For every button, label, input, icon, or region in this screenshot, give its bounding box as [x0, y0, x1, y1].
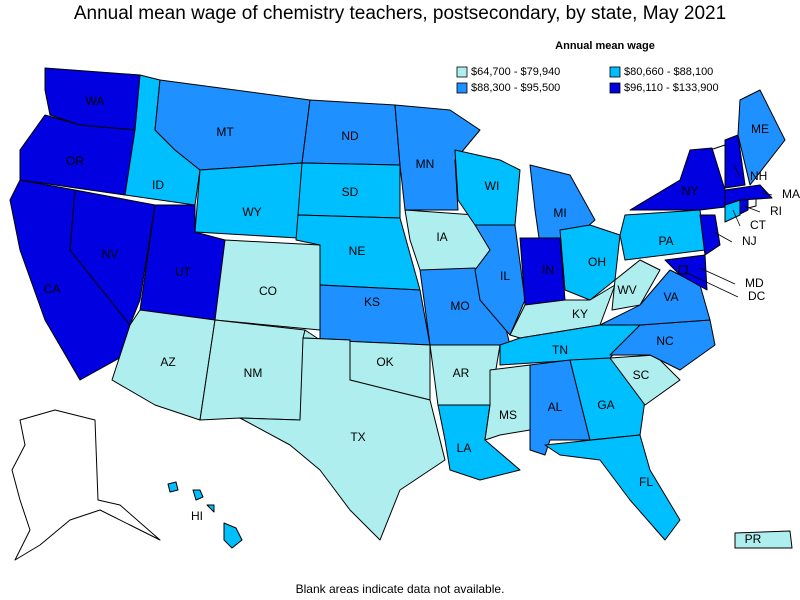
state-label: HI — [191, 509, 203, 523]
legend: $64,700 - $79,940 $80,660 - $88,100 $88,30… — [456, 66, 719, 94]
state — [699, 214, 721, 256]
state-label: NV — [102, 247, 119, 261]
state — [167, 481, 243, 549]
state-label: OK — [376, 355, 393, 369]
state-label: ND — [341, 129, 359, 143]
state-label: WV — [617, 283, 636, 297]
state-label: CT — [750, 218, 767, 232]
state-label: TN — [552, 343, 568, 357]
state-label: VA — [663, 290, 678, 304]
state-label: IA — [436, 230, 447, 244]
state — [724, 134, 746, 189]
state — [737, 89, 786, 186]
state — [69, 189, 156, 326]
state-label: CO — [259, 284, 277, 298]
state-label: MI — [553, 206, 566, 220]
states: WA OR CA NV ID MT WY UT CO AZ NM ND SD NE KS OK TX MN IA MO… — [9, 67, 800, 549]
state-label: RI — [770, 204, 782, 218]
legend-swatch — [456, 82, 468, 94]
state-label: ME — [751, 122, 769, 136]
state — [724, 184, 773, 206]
state — [484, 364, 531, 441]
legend-title: Annual mean wage — [555, 40, 655, 52]
state-label: SD — [342, 185, 359, 199]
state-label: NJ — [742, 234, 757, 248]
leader-line — [743, 205, 761, 213]
state — [474, 224, 526, 336]
state-label: MA — [782, 187, 800, 201]
state — [609, 354, 681, 406]
state — [239, 337, 446, 541]
leader-line — [733, 164, 741, 178]
note: Blank areas indicate data not available. — [296, 582, 505, 596]
state-label: MO — [450, 299, 469, 313]
state-label: KS — [364, 295, 380, 309]
blank-alaska — [11, 409, 161, 561]
state-label: OH — [588, 255, 606, 269]
state-label: WA — [86, 94, 105, 108]
state-label: CA — [44, 282, 61, 296]
leader-line — [684, 271, 739, 298]
state-label: LA — [457, 441, 472, 455]
state-label: MD — [745, 276, 764, 290]
state — [544, 434, 681, 541]
leader-line — [713, 231, 733, 243]
state-label: DC — [748, 289, 766, 303]
state-label: AZ — [160, 355, 175, 369]
state — [194, 162, 303, 239]
legend-label: $80,660 - $88,100 — [624, 66, 713, 78]
state — [734, 530, 793, 549]
state — [319, 284, 431, 346]
leader-line — [732, 209, 741, 227]
legend-swatch — [456, 66, 468, 78]
state-label: NY — [682, 184, 699, 198]
state-label: IL — [500, 269, 510, 283]
legend-label: $64,700 - $79,940 — [471, 66, 560, 78]
title: Annual mean wage of chemistry teachers, … — [74, 3, 726, 24]
state-label: NC — [656, 334, 674, 348]
state-label: SC — [633, 368, 650, 382]
state-label: ID — [152, 178, 164, 192]
legend-swatch — [609, 82, 621, 94]
state-label: NH — [750, 169, 767, 183]
state-label: MN — [416, 157, 435, 171]
state-label: MT — [216, 125, 234, 139]
state — [629, 147, 726, 211]
state-label: OR — [66, 154, 84, 168]
state-label: IN — [542, 263, 554, 277]
state-label: GA — [597, 398, 614, 412]
state-label: WI — [485, 179, 500, 193]
state-label: UT — [175, 265, 192, 279]
state-label: NM — [244, 366, 263, 380]
leader-line — [761, 192, 773, 196]
state-label: TX — [350, 430, 365, 444]
legend-label: $88,300 - $95,500 — [471, 82, 560, 94]
leader-line — [699, 267, 736, 285]
state — [611, 259, 661, 311]
state-label: AL — [548, 400, 563, 414]
legend-swatch — [609, 66, 621, 78]
state-label: AR — [453, 366, 470, 380]
state — [394, 104, 481, 211]
legend-label: $96,110 - $133,900 — [624, 82, 719, 94]
state-label: KY — [572, 307, 588, 321]
state-label: NE — [349, 244, 366, 258]
state-label: WY — [242, 205, 261, 219]
state-label: PR — [745, 532, 762, 546]
state-label: PA — [658, 234, 673, 248]
state-label: FL — [639, 475, 653, 489]
state-label: MS — [499, 408, 517, 422]
